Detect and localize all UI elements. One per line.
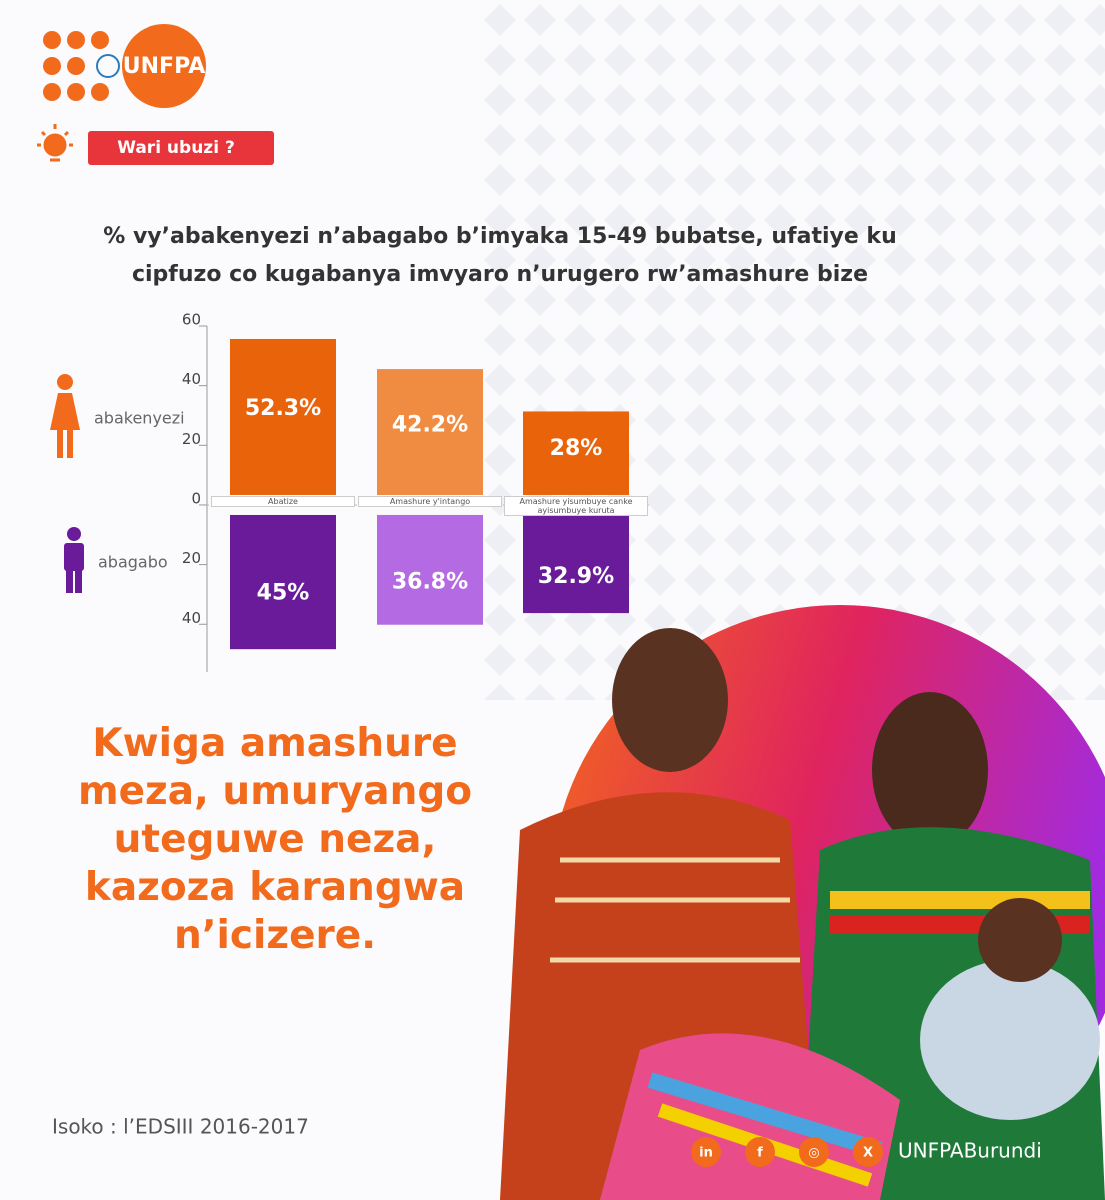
slogan: Kwiga amashure meza, umuryango uteguwe n… — [77, 721, 473, 958]
category-label: Abatize — [211, 495, 355, 507]
y-tick-label: 0 — [191, 489, 201, 507]
logo-text: UNFPA — [123, 54, 205, 79]
logo-dots — [43, 31, 109, 101]
social-icon-text: ◎ — [808, 1146, 819, 1161]
y-tick-label: 40 — [182, 609, 201, 627]
social-icon-text: X — [863, 1146, 873, 1161]
value-label: 42.2% — [392, 413, 468, 438]
category-label: Amashure yisumbuye canke ayisumbuye kuru… — [504, 495, 648, 516]
legend-label: abagabo — [98, 553, 168, 572]
bar — [523, 514, 629, 614]
slogan-box: Kwiga amashure meza, umuryango uteguwe n… — [77, 721, 473, 958]
badge — [88, 131, 274, 165]
photo — [500, 628, 1105, 1200]
y-tick-label: 60 — [182, 311, 201, 329]
value-label: 28% — [550, 436, 603, 461]
y-tick-label: 20 — [182, 430, 201, 448]
social-icon — [799, 1137, 829, 1167]
social-icon-text: in — [699, 1146, 713, 1161]
category-box: Amashure y'intango — [358, 495, 502, 507]
value-label: 45% — [257, 580, 310, 605]
social-icon — [691, 1137, 721, 1167]
bar — [377, 514, 483, 625]
social-icon — [745, 1137, 775, 1167]
social-handle: UNFPABurundi — [898, 1139, 1042, 1163]
title-box: % vy’abakenyezi n’abagabo b’imyaka 15-49… — [103, 224, 897, 287]
category-box: Amashure yisumbuye canke ayisumbuye kuru… — [504, 495, 648, 516]
un-emblem — [96, 54, 120, 78]
chart-title: % vy’abakenyezi n’abagabo b’imyaka 15-49… — [103, 224, 897, 287]
y-tick-label: 20 — [182, 549, 201, 567]
category-box: Abatize — [211, 495, 355, 507]
woman-icon — [50, 374, 80, 458]
source: Isoko : l’EDSIII 2016-2017 — [52, 1115, 309, 1139]
social-icon — [853, 1137, 883, 1167]
social-icon-text: f — [757, 1146, 763, 1161]
value-label: 36.8% — [392, 569, 468, 594]
bar — [230, 338, 336, 495]
value-label: 32.9% — [538, 564, 614, 589]
value-label: 52.3% — [245, 396, 321, 421]
bar — [377, 369, 483, 495]
logo-circle — [122, 24, 206, 108]
badge-text: Wari ubuzi ? — [117, 138, 235, 158]
bar — [523, 411, 629, 495]
bar — [230, 514, 336, 650]
man-icon — [64, 527, 84, 593]
bulb-icon — [37, 124, 73, 162]
y-tick-label: 40 — [182, 370, 201, 388]
legend-label: abakenyezi — [94, 409, 185, 428]
category-label: Amashure y'intango — [358, 495, 502, 507]
social: in f ◎ X — [691, 1137, 883, 1167]
